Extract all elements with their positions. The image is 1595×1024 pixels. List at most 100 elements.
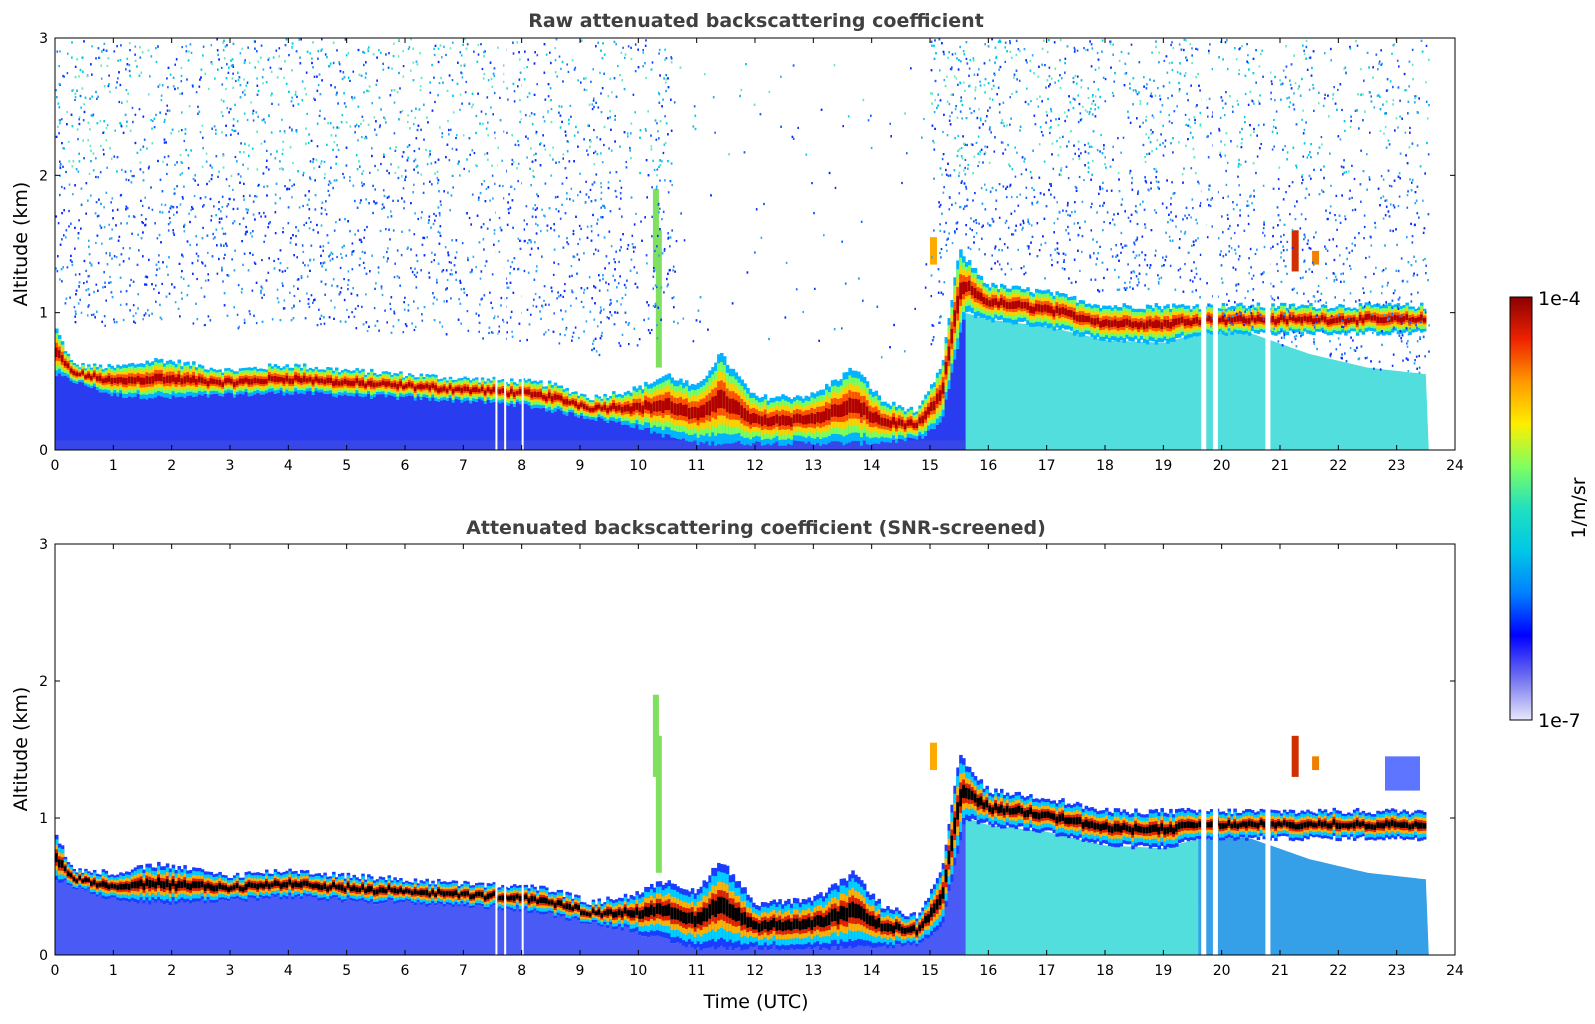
noise-speckle [415,275,417,278]
boundary-layer-band [658,400,663,412]
residual-layer [597,416,602,450]
ground-strip [189,440,193,450]
residual-layer [370,398,374,450]
ground-strip [454,440,459,450]
noise-speckle [127,179,130,182]
boundary-layer-band [629,406,634,414]
ground-strip [687,440,692,450]
boundary-layer-band [574,401,578,407]
boundary-layer-band [262,379,266,385]
boundary-layer-band [1358,314,1363,321]
noise-speckle [1308,88,1311,91]
noise-speckle [1375,266,1377,269]
noise-speckle [1066,115,1068,118]
noise-speckle [168,217,171,220]
noise-speckle [1339,343,1341,346]
residual-layer [542,407,546,450]
noise-speckle [978,108,980,111]
noise-speckle [988,59,991,62]
noise-speckle [1211,317,1213,320]
noise-speckle [984,145,986,148]
boundary-layer-band [288,378,292,384]
noise-speckle [242,91,244,94]
noise-speckle [1077,94,1079,97]
noise-speckle [1059,136,1061,139]
noise-speckle [1175,225,1177,228]
boundary-layer-band [308,377,313,382]
noise-speckle [1184,72,1187,75]
noise-speckle [1199,89,1201,92]
residual-layer [232,397,237,450]
noise-speckle [1242,316,1245,319]
noise-speckle [1244,92,1247,96]
boundary-layer-band [183,376,187,384]
noise-speckle [492,113,494,116]
ground-strip [635,440,639,450]
residual-layer [116,396,120,450]
boundary-layer-band [250,378,254,385]
ground-strip [186,440,190,450]
ground-strip [317,440,322,450]
noise-speckle [268,57,271,60]
residual-layer [244,392,249,450]
noise-speckle [519,339,521,342]
noise-speckle [335,221,337,224]
ground-strip [903,440,908,450]
noise-speckle [493,232,496,235]
noise-speckle [1317,284,1320,288]
noise-speckle [1302,155,1305,158]
noise-speckle [1400,314,1403,317]
residual-layer [935,424,940,450]
noise-speckle [570,265,573,268]
noise-speckle [168,109,171,112]
noise-speckle [964,158,967,162]
residual-layer [956,348,960,450]
noise-speckle [160,94,163,97]
boundary-layer-band [1247,317,1252,324]
noise-speckle [134,113,137,116]
boundary-layer-band [1344,319,1348,325]
residual-layer [466,400,470,450]
residual-layer [335,397,339,450]
noise-speckle [251,289,254,292]
noise-speckle [1051,258,1053,261]
noise-speckle [1392,99,1395,102]
noise-speckle [529,253,532,256]
noise-speckle [1299,227,1302,230]
noise-speckle [183,139,186,143]
boundary-layer-band [1399,317,1404,323]
noise-speckle [1053,222,1056,225]
boundary-layer-band [273,375,278,382]
noise-speckle [296,278,299,281]
noise-speckle [1351,196,1353,199]
noise-speckle [1239,311,1241,314]
noise-speckle [1104,156,1106,159]
ground-strip [921,440,925,450]
noise-speckle [1117,137,1119,140]
noise-speckle [471,193,474,196]
residual-layer [72,382,77,450]
noise-speckle [462,134,465,137]
ground-strip [55,440,59,450]
noise-speckle [410,248,412,251]
noise-speckle [155,284,157,287]
noise-speckle [677,322,679,325]
residual-layer [171,395,176,450]
noise-speckle [606,316,609,319]
noise-speckle [1067,177,1070,180]
boundary-layer-band [734,400,739,415]
noise-speckle [192,322,195,325]
noise-speckle [231,128,233,131]
noise-speckle [943,79,946,82]
boundary-layer-band [731,398,736,414]
noise-speckle [998,263,1001,266]
noise-speckle [362,119,365,122]
noise-speckle [1094,95,1097,98]
boundary-layer-band [197,376,202,383]
residual-layer [938,422,943,450]
noise-speckle [814,287,816,290]
noise-speckle [414,325,417,328]
residual-layer [367,393,371,450]
boundary-layer-band [1180,316,1185,323]
noise-speckle [498,250,501,253]
